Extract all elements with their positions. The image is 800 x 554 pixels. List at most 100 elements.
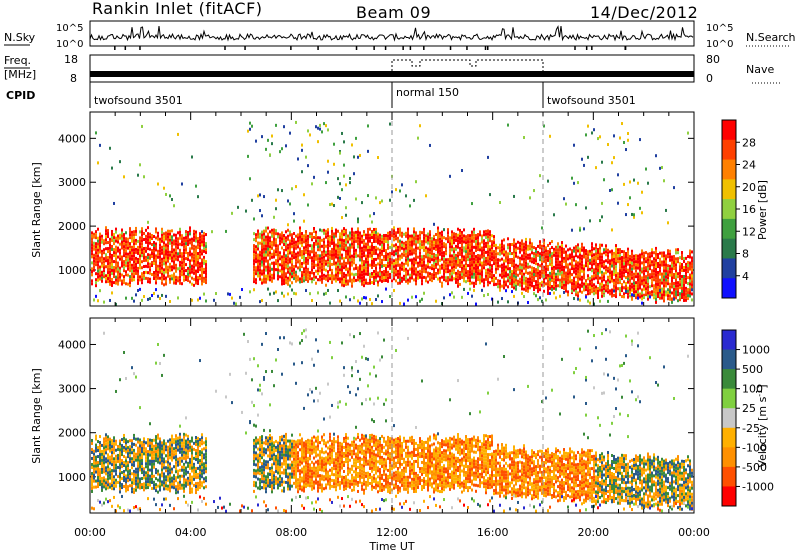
- data-cell: [459, 282, 461, 286]
- data-cell: [139, 450, 141, 454]
- data-cell: [411, 252, 413, 256]
- data-cell: [543, 271, 545, 275]
- data-cell: [165, 261, 167, 265]
- data-cell: [577, 264, 579, 268]
- data-cell: [181, 258, 183, 262]
- data-cell: [133, 257, 135, 261]
- data-cell: [333, 259, 335, 263]
- data-cell: [91, 243, 93, 247]
- data-cell: [103, 251, 105, 255]
- data-cell: [267, 232, 269, 236]
- data-cell: [591, 266, 593, 270]
- data-cell: [185, 245, 187, 249]
- data-cell: [391, 261, 393, 265]
- data-cell: [111, 244, 113, 248]
- data-cell: [305, 245, 307, 249]
- data-cell: [355, 136, 357, 140]
- data-cell: [183, 266, 185, 270]
- data-cell: [323, 276, 325, 280]
- data-cell: [525, 270, 527, 274]
- data-cell: [663, 281, 665, 285]
- data-cell: [283, 294, 285, 298]
- data-cell: [291, 266, 293, 270]
- data-cell: [167, 259, 169, 263]
- data-cell: [291, 187, 293, 191]
- data-cell: [373, 230, 375, 234]
- data-cell: [119, 233, 121, 237]
- data-cell: [289, 245, 291, 249]
- data-cell: [477, 245, 479, 249]
- data-cell: [663, 179, 665, 183]
- data-cell: [327, 276, 329, 280]
- data-cell: [459, 246, 461, 250]
- data-cell: [161, 278, 163, 282]
- data-cell: [191, 267, 193, 271]
- data-cell: [643, 295, 645, 299]
- data-cell: [95, 443, 97, 447]
- data-cell: [539, 273, 541, 277]
- data-cell: [675, 293, 677, 297]
- data-cell: [297, 275, 299, 279]
- data-cell: [255, 254, 257, 258]
- data-cell: [147, 459, 149, 463]
- data-cell: [113, 275, 115, 279]
- data-cell: [607, 275, 609, 279]
- data-cell: [547, 252, 549, 256]
- data-cell: [529, 196, 531, 200]
- data-cell: [373, 257, 375, 261]
- data-cell: [507, 267, 509, 271]
- data-cell: [451, 266, 453, 270]
- data-cell: [677, 251, 679, 255]
- data-cell: [687, 267, 689, 271]
- data-cell: [141, 227, 143, 231]
- data-cell: [449, 269, 451, 273]
- data-cell: [377, 271, 379, 275]
- data-cell: [389, 294, 391, 298]
- data-cell: [371, 245, 373, 249]
- data-cell: [631, 261, 633, 265]
- data-cell: [519, 283, 521, 287]
- data-cell: [311, 280, 313, 284]
- data-cell: [407, 251, 409, 255]
- data-cell: [99, 471, 101, 475]
- data-cell: [133, 457, 135, 461]
- data-cell: [585, 249, 587, 253]
- data-cell: [633, 215, 635, 219]
- data-cell: [577, 246, 579, 250]
- data-cell: [691, 286, 693, 290]
- data-cell: [625, 267, 627, 271]
- data-cell: [101, 234, 103, 238]
- data-cell: [577, 273, 579, 277]
- data-cell: [655, 267, 657, 271]
- data-cell: [341, 280, 343, 284]
- data-cell: [515, 263, 517, 267]
- data-cell: [561, 256, 563, 260]
- data-cell: [167, 274, 169, 278]
- data-cell: [261, 245, 263, 249]
- data-cell: [357, 278, 359, 282]
- data-cell: [655, 252, 657, 256]
- data-cell: [547, 273, 549, 277]
- data-cell: [203, 237, 205, 241]
- data-cell: [115, 266, 117, 270]
- data-cell: [483, 230, 485, 234]
- data-cell: [359, 255, 361, 259]
- data-cell: [253, 280, 255, 284]
- data-cell: [159, 237, 161, 241]
- data-cell: [127, 246, 129, 250]
- data-cell: [141, 441, 143, 445]
- data-cell: [549, 271, 551, 275]
- data-cell: [93, 461, 95, 465]
- data-cell: [581, 260, 583, 264]
- data-cell: [521, 272, 523, 276]
- data-cell: [651, 284, 653, 288]
- data-cell: [149, 241, 151, 245]
- data-cell: [133, 260, 135, 264]
- data-cell: [97, 269, 99, 273]
- data-cell: [137, 507, 139, 511]
- data-cell: [691, 292, 693, 296]
- data-cell: [277, 271, 279, 275]
- data-cell: [91, 279, 93, 283]
- data-cell: [377, 235, 379, 239]
- data-cell: [351, 263, 353, 267]
